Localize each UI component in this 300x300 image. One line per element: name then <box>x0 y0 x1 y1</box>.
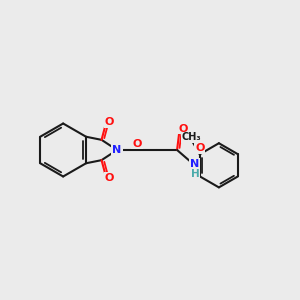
Text: O: O <box>105 173 114 183</box>
Text: N: N <box>112 145 122 155</box>
Text: O: O <box>105 117 114 127</box>
Text: H: H <box>191 169 200 179</box>
Text: O: O <box>195 143 204 153</box>
Text: N: N <box>190 159 200 169</box>
Text: O: O <box>132 139 142 148</box>
Text: CH₃: CH₃ <box>182 132 202 142</box>
Text: O: O <box>179 124 188 134</box>
